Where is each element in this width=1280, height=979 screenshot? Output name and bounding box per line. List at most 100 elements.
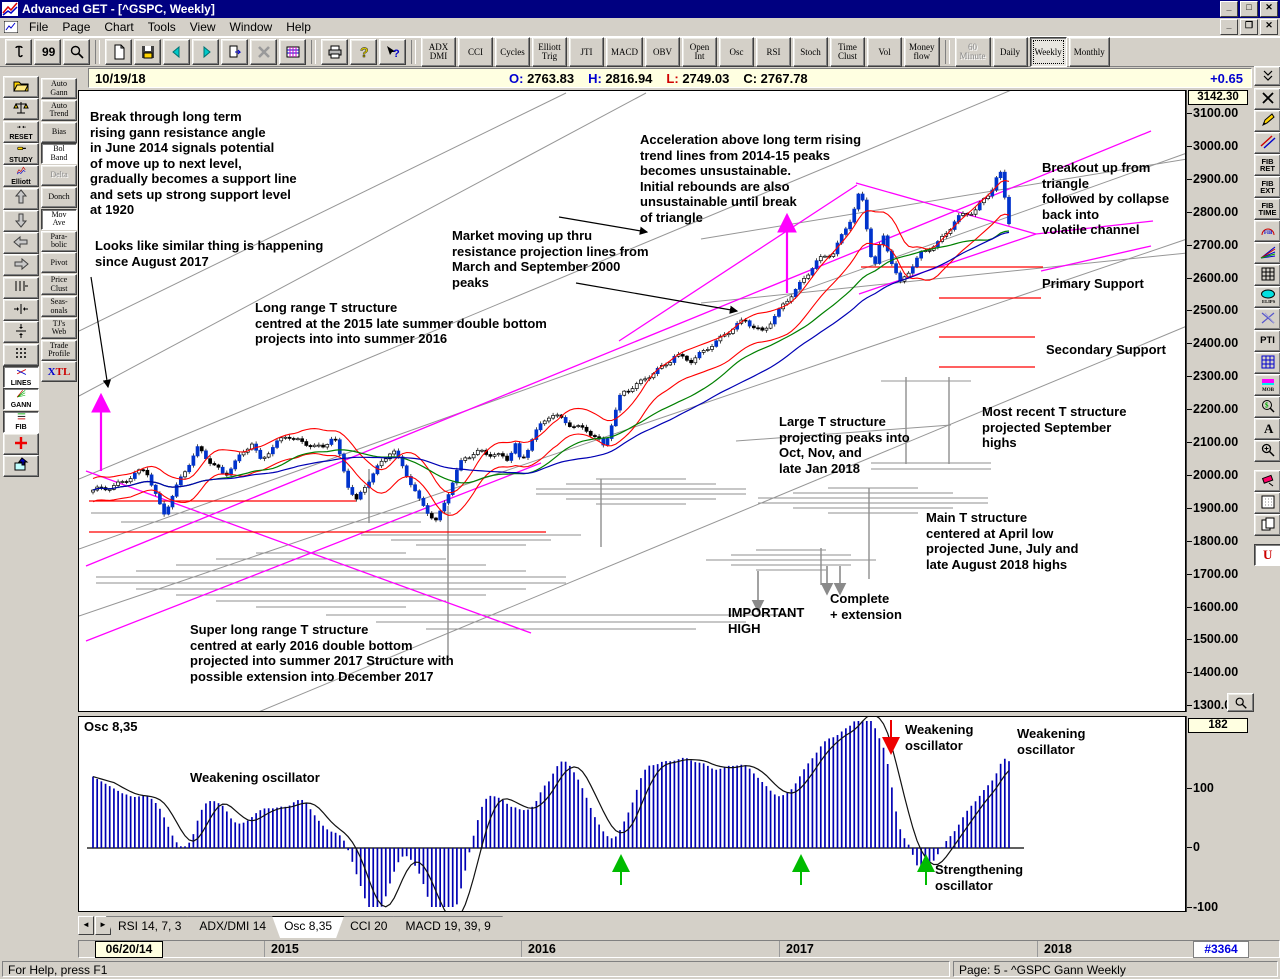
scales-button[interactable] xyxy=(3,98,39,121)
save-button[interactable] xyxy=(134,39,161,65)
menu-window[interactable]: Window xyxy=(229,20,273,34)
minimize-button[interactable]: _ xyxy=(1220,1,1238,17)
regression-channel-button[interactable] xyxy=(1254,308,1280,330)
tab-adx-dmi-14[interactable]: ADX/DMI 14 xyxy=(187,916,278,938)
indicator-macd[interactable]: MACD xyxy=(606,37,644,67)
zoom-in-button[interactable] xyxy=(1254,440,1280,462)
menu-tools[interactable]: Tools xyxy=(147,20,176,34)
study-mov-ave[interactable]: Mov Ave xyxy=(41,208,77,230)
magnet-button[interactable]: U xyxy=(1254,544,1280,566)
study-para-bolic[interactable]: Para- bolic xyxy=(41,230,77,252)
chart-zoom-button[interactable] xyxy=(1227,693,1254,712)
annotation-main-t[interactable]: Main T structure centered at April low p… xyxy=(926,510,1079,572)
study-auto-trend[interactable]: Auto Trend xyxy=(41,99,77,121)
indicator-adx-dmi[interactable]: ADX DMI xyxy=(421,37,456,67)
mob-button[interactable]: MOB xyxy=(1254,374,1280,396)
compress-bars-button[interactable] xyxy=(3,276,39,299)
tabs-scroll-left[interactable]: ◄ xyxy=(78,916,94,935)
compress-horizontal-button[interactable] xyxy=(3,299,39,321)
annotation-strengthening-osc[interactable]: Strengthening oscillator xyxy=(935,862,1024,893)
dither-button[interactable] xyxy=(1254,492,1280,514)
annotation-weakening-osc-3[interactable]: Weakening oscillator xyxy=(1017,726,1086,757)
snapshot-button[interactable] xyxy=(3,455,39,478)
child-restore-button[interactable]: ❐ xyxy=(1240,19,1258,35)
study-donch[interactable]: Donch xyxy=(41,187,77,208)
annotation-break-through-gann[interactable]: Break through long term rising gann resi… xyxy=(90,109,297,217)
compress-vertical-button[interactable] xyxy=(3,321,39,344)
study-pivot[interactable]: Pivot xyxy=(41,252,77,274)
chart-window-icon[interactable] xyxy=(3,20,19,34)
study-xtl[interactable]: X TL xyxy=(41,361,77,383)
study-trade-profile[interactable]: Trade Profile xyxy=(41,339,77,361)
indicator-stoch[interactable]: Stoch xyxy=(793,37,829,67)
pencil-button[interactable] xyxy=(1254,110,1280,132)
menu-file[interactable]: File xyxy=(29,20,49,34)
annotation-breakout-triangle[interactable]: Breakout up from triangle followed by co… xyxy=(1042,160,1170,237)
eraser-button[interactable] xyxy=(1254,470,1280,492)
fib-circle-button[interactable]: FIB xyxy=(1254,220,1280,242)
pti-button[interactable]: PTI xyxy=(1254,330,1280,352)
annotation-large-t[interactable]: Large T structure projecting peaks into … xyxy=(779,414,910,476)
tab-rsi-14-7-3[interactable]: RSI 14, 7, 3 xyxy=(106,916,193,938)
annotation-weakening-osc-2[interactable]: Weakening oscillator xyxy=(905,722,974,753)
page-setup-button[interactable] xyxy=(221,39,248,65)
delete-study-button[interactable] xyxy=(250,39,277,65)
quote-tool-button[interactable]: 99 xyxy=(34,39,61,65)
fib-button[interactable]: FIB xyxy=(3,410,39,433)
child-close-button[interactable]: ✕ xyxy=(1260,19,1278,35)
study-tj-s-web[interactable]: TJ's Web xyxy=(41,317,77,339)
context-help-button[interactable]: ? xyxy=(379,39,406,65)
close-drawing-button[interactable] xyxy=(1254,88,1280,110)
study-bias[interactable]: Bias xyxy=(41,121,77,143)
gann-button[interactable]: GANN xyxy=(3,388,39,411)
child-minimize-button[interactable]: _ xyxy=(1220,19,1238,35)
ellipse-button[interactable]: ELIPS xyxy=(1254,286,1280,308)
indicator-obv[interactable]: OBV xyxy=(645,37,681,67)
grid-blue-button[interactable] xyxy=(1254,352,1280,374)
timeframe-weekly[interactable]: Weekly xyxy=(1029,37,1067,67)
annotation-secondary-support[interactable]: Secondary Support xyxy=(1046,342,1166,357)
indicator-jti[interactable]: JTI xyxy=(569,37,604,67)
menu-view[interactable]: View xyxy=(189,20,216,34)
scroll-down-button[interactable] xyxy=(3,209,39,232)
find-button[interactable] xyxy=(63,39,90,65)
scroll-right-button[interactable] xyxy=(3,254,39,277)
annotation-primary-support[interactable]: Primary Support xyxy=(1042,276,1144,291)
oscillator-canvas[interactable] xyxy=(79,714,1185,920)
timeframe-monthly[interactable]: Monthly xyxy=(1068,37,1110,67)
annotation-market-resistance[interactable]: Market moving up thru resistance project… xyxy=(452,228,649,290)
tab-cci-20[interactable]: CCI 20 xyxy=(338,916,399,938)
open-chart-button[interactable] xyxy=(3,76,39,98)
pointer-tool-button[interactable] xyxy=(5,39,32,65)
annotation-acceleration[interactable]: Acceleration above long term rising tren… xyxy=(640,132,862,225)
study-delta[interactable]: Delta xyxy=(41,165,77,187)
crosshair-button[interactable] xyxy=(3,432,39,455)
gann-fan-button[interactable] xyxy=(1254,242,1280,264)
timeframe-daily[interactable]: Daily xyxy=(992,37,1028,67)
text-tool-button[interactable]: A xyxy=(1254,418,1280,440)
elliott-button[interactable]: Elliott xyxy=(3,165,39,188)
pattern-fill-button[interactable] xyxy=(3,343,39,366)
study-seas-onals[interactable]: Seas- onals xyxy=(41,296,77,317)
annotation-similar-august-2017[interactable]: Looks like similar thing is happening si… xyxy=(95,238,324,269)
help-button[interactable]: ? xyxy=(350,39,377,65)
next-page-button[interactable] xyxy=(192,39,219,65)
indicator-money-flow[interactable]: Money flow xyxy=(904,37,940,67)
scroll-up-button[interactable] xyxy=(3,187,39,210)
maximize-button[interactable]: □ xyxy=(1240,1,1258,17)
indicator-time-clust[interactable]: Time Clust xyxy=(830,37,866,67)
fib-time-button[interactable]: FIB TIME xyxy=(1254,198,1280,220)
indicator-rsi[interactable]: RSI xyxy=(756,37,792,67)
annotation-complete-extension[interactable]: Complete + extension xyxy=(830,591,902,622)
study-button[interactable]: STUDY xyxy=(3,142,39,165)
annotation-super-long-t[interactable]: Super long range T structure centred at … xyxy=(190,622,454,684)
tab-osc-8-35[interactable]: Osc 8,35 xyxy=(272,916,344,938)
price-chart-canvas[interactable] xyxy=(78,60,1188,714)
indicator-osc[interactable]: Osc xyxy=(719,37,755,67)
tab-macd-19-39-9[interactable]: MACD 19, 39, 9 xyxy=(393,916,502,938)
indicator-vol[interactable]: Vol xyxy=(867,37,903,67)
menu-page[interactable]: Page xyxy=(62,20,91,34)
templates-button[interactable] xyxy=(279,39,306,65)
annotation-important-high[interactable]: IMPORTANT HIGH xyxy=(728,605,805,636)
fib-retracement-button[interactable]: FIB RET xyxy=(1254,154,1280,176)
